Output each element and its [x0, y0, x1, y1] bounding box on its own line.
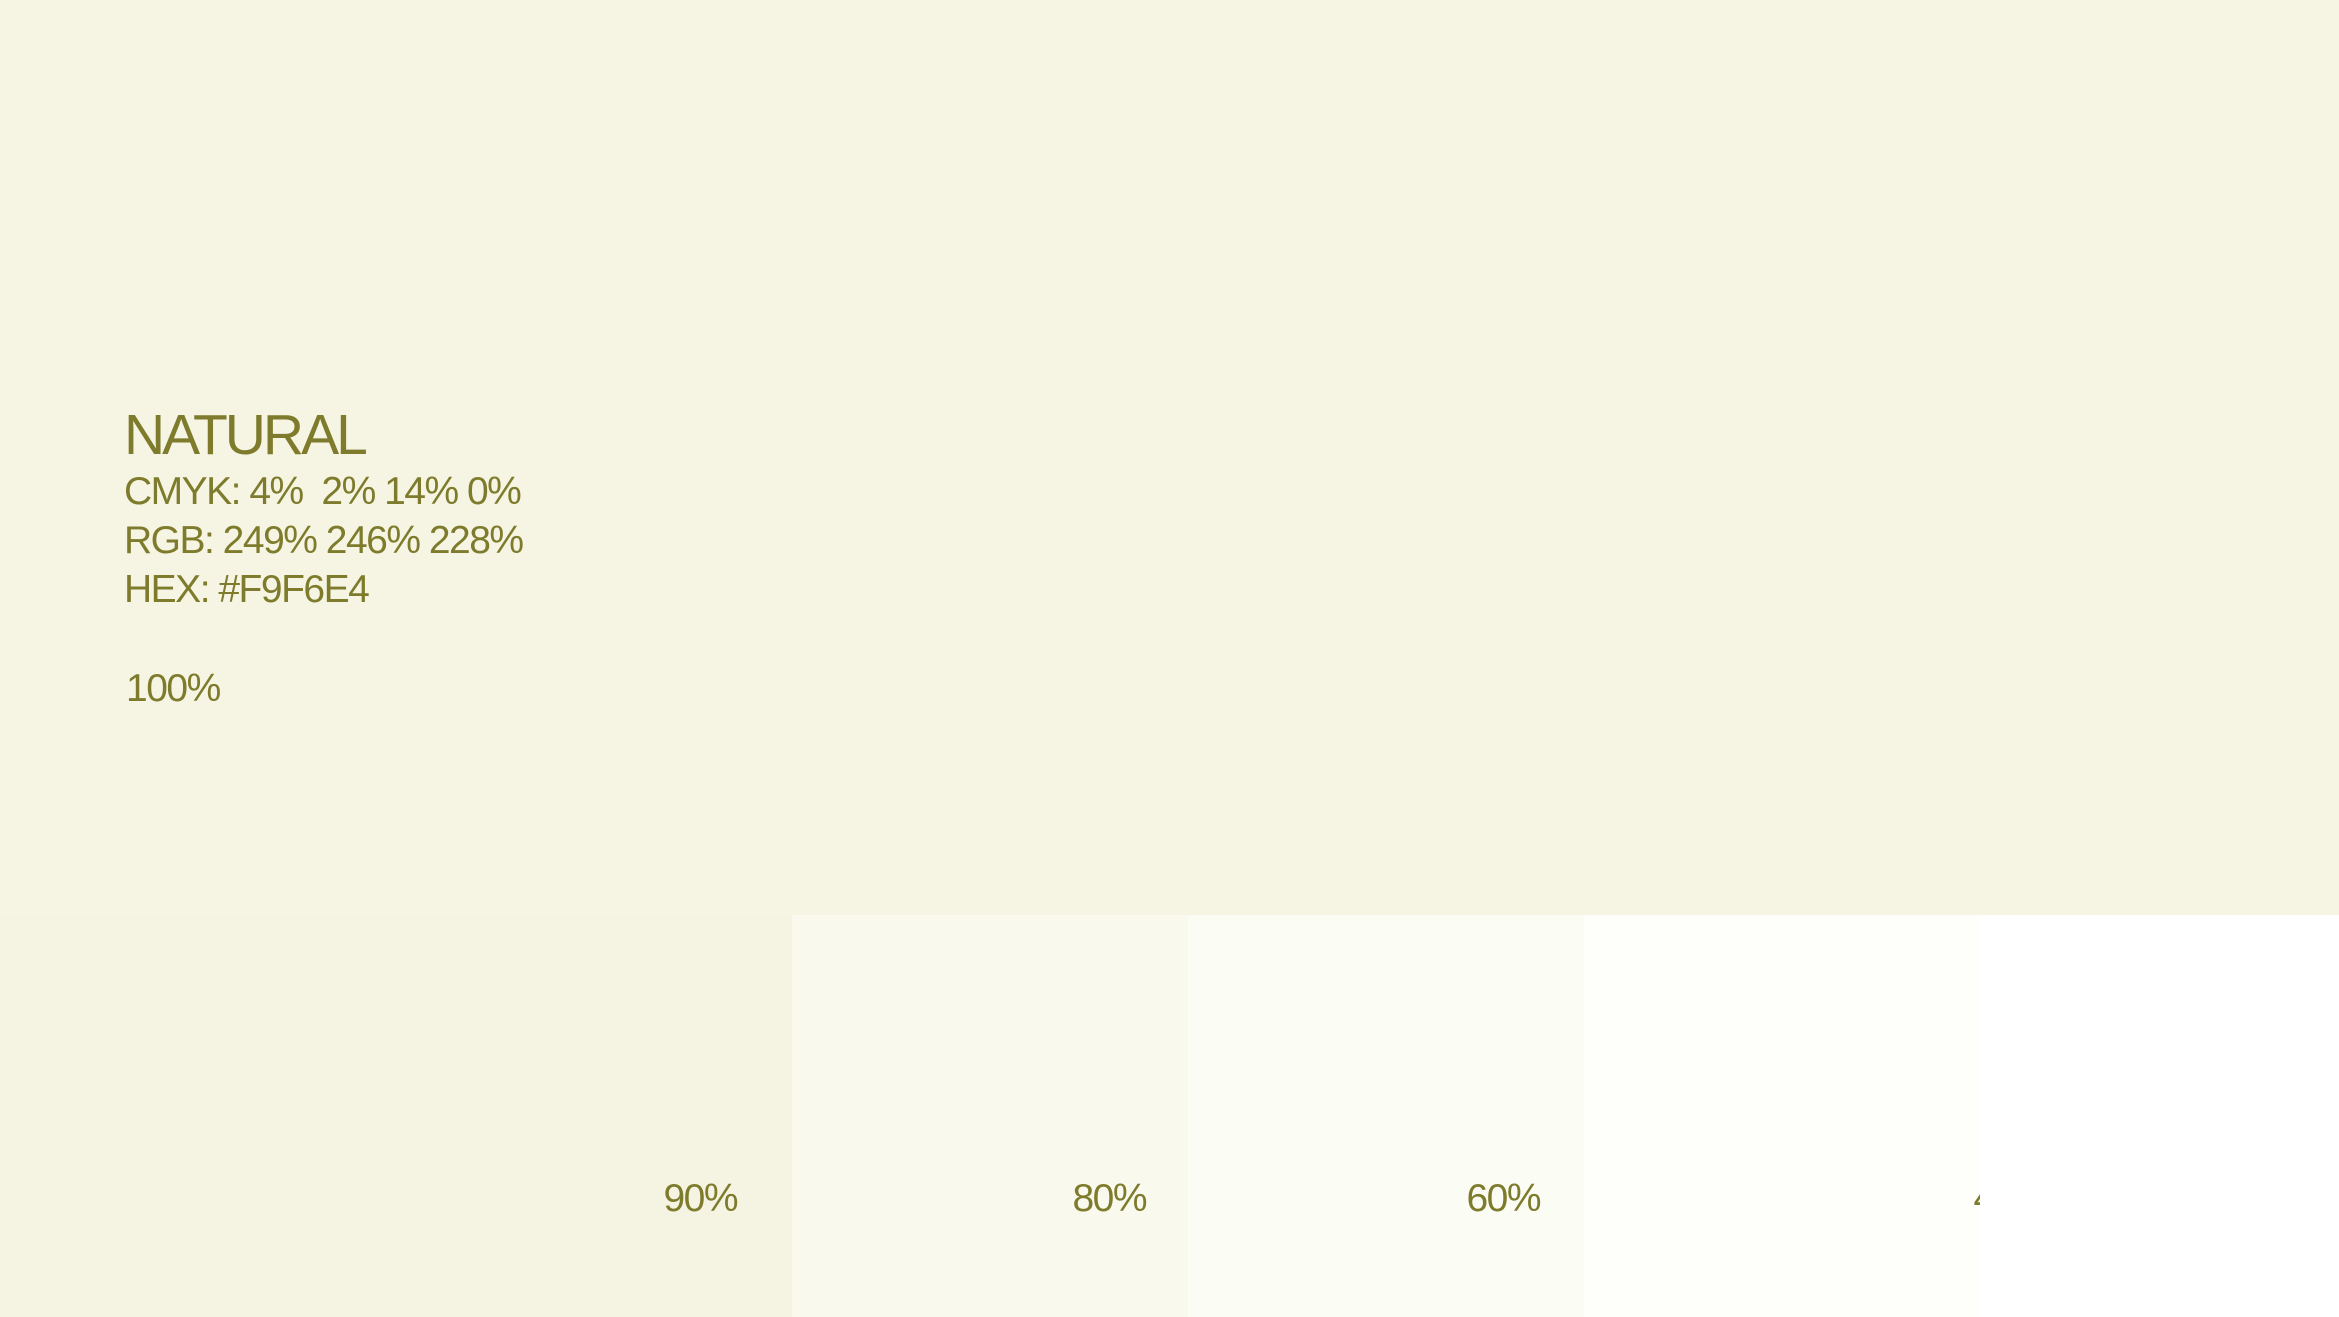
- tint-label-90: 90%: [663, 1177, 738, 1220]
- main-color-swatch: [0, 0, 2339, 915]
- tint-swatch-60: 60%: [1188, 915, 1584, 1317]
- tint-row: 90% 80% 60% 40%: [0, 915, 2339, 1317]
- tint-swatch-20: [1980, 915, 2339, 1317]
- rgb-value: RGB: 249% 246% 228%: [124, 519, 524, 562]
- color-info: NATURAL CMYK: 4% 2% 14% 0% RGB: 249% 246…: [124, 403, 524, 614]
- tint-swatch-80: 80%: [792, 915, 1188, 1317]
- cmyk-value: CMYK: 4% 2% 14% 0%: [124, 470, 522, 513]
- tint-swatch-90: 90%: [0, 915, 792, 1317]
- tint-swatch-40: 40%: [1584, 915, 2049, 1317]
- main-swatch-percent: 100%: [126, 667, 221, 710]
- tint-label-60: 60%: [1466, 1177, 1541, 1220]
- tint-label-80: 80%: [1072, 1177, 1147, 1220]
- color-name: NATURAL: [124, 403, 368, 467]
- hex-value: HEX: #F9F6E4: [124, 568, 370, 611]
